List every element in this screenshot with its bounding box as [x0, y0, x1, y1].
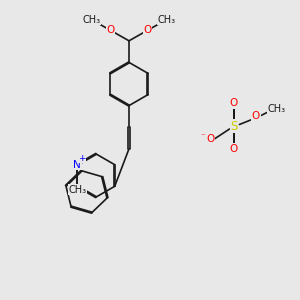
- Text: CH₃: CH₃: [157, 15, 175, 25]
- Text: ⁻: ⁻: [201, 132, 206, 141]
- Text: CH₃: CH₃: [83, 15, 101, 25]
- Text: N: N: [74, 160, 81, 170]
- Text: +: +: [78, 154, 85, 163]
- Text: O: O: [206, 134, 215, 145]
- Text: O: O: [230, 98, 238, 109]
- Text: CH₃: CH₃: [267, 103, 285, 114]
- Text: O: O: [106, 25, 115, 35]
- Text: O: O: [143, 25, 152, 35]
- Text: S: S: [230, 119, 238, 133]
- Text: CH₃: CH₃: [68, 185, 86, 195]
- Text: O: O: [252, 111, 260, 121]
- Text: O: O: [230, 143, 238, 154]
